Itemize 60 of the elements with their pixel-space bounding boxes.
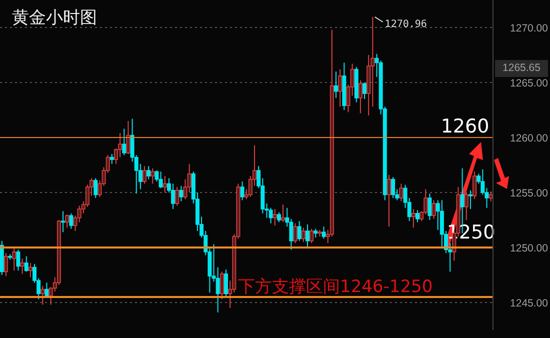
- ref-line-label: 1260: [440, 116, 490, 138]
- candlestick: [122, 128, 126, 156]
- candlestick: [162, 176, 167, 193]
- y-tick-label: 1255.00: [510, 188, 548, 200]
- candlestick: [301, 227, 306, 242]
- candlestick: [322, 226, 326, 240]
- candlestick: [110, 154, 114, 164]
- candlestick: [4, 252, 8, 277]
- candlestick: [240, 181, 244, 201]
- candlestick: [77, 205, 82, 223]
- candlestick: [432, 200, 436, 220]
- y-tick-label: 1245.00: [510, 298, 548, 310]
- y-tick-label: 1260.00: [510, 132, 548, 144]
- candlestick: [411, 208, 416, 228]
- candlestick: [28, 262, 32, 278]
- candlestick: [20, 258, 24, 274]
- candlestick: [272, 208, 277, 226]
- candlestick: [16, 249, 20, 272]
- candlestick: [65, 214, 70, 228]
- candlestick: [276, 212, 281, 223]
- candlestick: [40, 286, 45, 306]
- candlestick: [24, 256, 28, 272]
- candlestick: [281, 204, 286, 223]
- text: 黄金小时图: [12, 7, 97, 29]
- candlestick: [94, 178, 98, 198]
- candlestick: [399, 183, 404, 202]
- candlestick: [69, 212, 74, 230]
- candlestick: [268, 207, 273, 224]
- candlestick: [338, 68, 342, 108]
- candlestick: [428, 193, 432, 220]
- ref-line-label: 下方支撑区间1246-1250: [238, 277, 433, 297]
- candlestick: [480, 168, 485, 196]
- candlestick: [12, 248, 16, 272]
- candlestick: [175, 186, 180, 206]
- candlestick: [464, 192, 468, 220]
- candlestick: [126, 120, 130, 154]
- candlestick: [334, 71, 338, 98]
- candlestick: [146, 166, 151, 180]
- candlestick: [158, 171, 163, 189]
- candlestick: [297, 220, 302, 242]
- candlestick: [358, 80, 362, 114]
- candlestick: [362, 82, 367, 100]
- candlestick: [224, 269, 228, 298]
- candlestick: [142, 166, 147, 184]
- candlestick: [293, 222, 298, 244]
- candlestick: [415, 210, 420, 223]
- candlestick: [391, 176, 396, 198]
- y-tick-label: 1270.00: [510, 22, 548, 34]
- candlestick: [150, 168, 155, 184]
- candlestick: [179, 185, 184, 202]
- candlestick: [386, 174, 391, 228]
- y-tick-label: 1250.00: [510, 242, 548, 254]
- candlestick: [472, 171, 477, 200]
- y-tick-label: 1265.00: [510, 78, 548, 90]
- annotation: 1270.96: [384, 18, 427, 30]
- text: 1265.65: [495, 60, 548, 77]
- candlestick: [305, 224, 310, 250]
- candlestick: [61, 210, 66, 233]
- candlestick: [310, 228, 314, 244]
- candlestick: [220, 271, 224, 300]
